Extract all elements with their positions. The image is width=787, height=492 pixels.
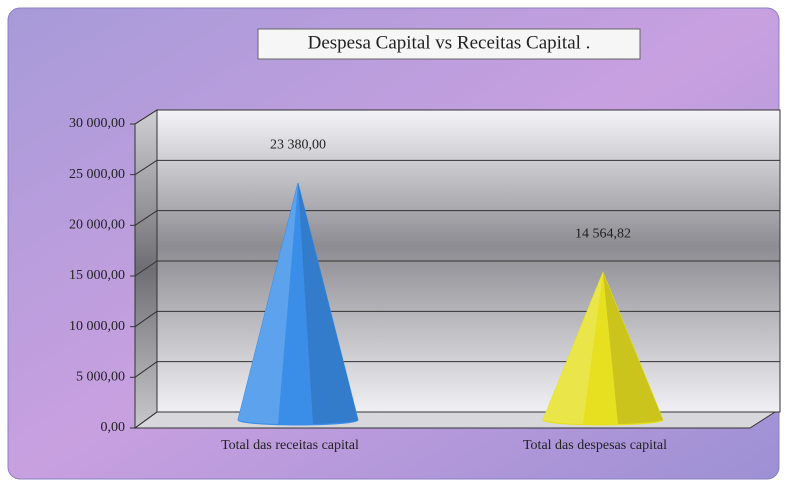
side-grid-line <box>134 411 158 429</box>
y-tick-label: 25 000,00 <box>69 167 125 182</box>
y-tick-label: 15 000,00 <box>69 268 125 283</box>
y-tick-label: 0,00 <box>101 420 126 435</box>
chart-title: Despesa Capital vs Receitas Capital . <box>308 32 591 53</box>
y-tick-label: 30 000,00 <box>69 116 125 131</box>
y-tick-label: 5 000,00 <box>76 370 125 385</box>
y-tick-label: 20 000,00 <box>69 218 125 233</box>
side-grid-line <box>134 159 158 176</box>
cone-shade <box>603 272 663 424</box>
x-tick-label: Total das despesas capital <box>523 438 667 453</box>
value-label: 23 380,00 <box>270 137 326 152</box>
cone <box>542 271 664 426</box>
value-label: 14 564,82 <box>575 227 631 242</box>
y-tick-label: 10 000,00 <box>69 319 125 334</box>
cone-light <box>238 183 298 424</box>
floor <box>133 411 777 429</box>
title-box <box>257 28 641 60</box>
cone <box>237 182 359 426</box>
cone-shade <box>298 183 358 424</box>
side-grid-line <box>134 361 158 378</box>
side-grid-line <box>134 260 158 277</box>
side-grid-line <box>134 210 158 226</box>
cone-light <box>543 272 603 424</box>
side-grid-line <box>134 310 158 328</box>
x-tick-label: Total das receitas capital <box>221 438 359 453</box>
side-grid-line <box>134 109 158 125</box>
